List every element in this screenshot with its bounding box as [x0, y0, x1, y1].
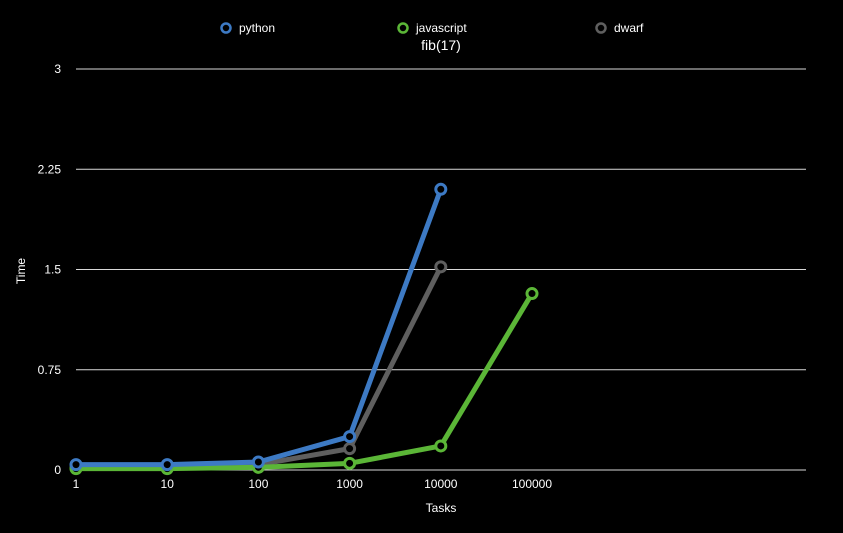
- series-line-dwarf: [73, 264, 444, 470]
- data-point-dwarf[interactable]: [343, 442, 357, 456]
- chart-title: fib(17): [421, 37, 461, 53]
- x-tick-label: 10000: [424, 477, 458, 491]
- x-axis-label: Tasks: [426, 501, 457, 515]
- y-tick-label: 1.5: [44, 263, 61, 277]
- legend-marker-python: [220, 22, 232, 34]
- legend[interactable]: python javascript dwarf: [220, 21, 645, 35]
- x-axis-ticks: 1 10 100 1000 10000 100000: [73, 477, 553, 491]
- legend-label-python: python: [239, 21, 275, 35]
- legend-label-dwarf: dwarf: [614, 21, 644, 35]
- x-tick-label: 1: [73, 477, 80, 491]
- data-point-python[interactable]: [69, 458, 83, 472]
- data-point-python[interactable]: [343, 430, 357, 444]
- y-axis-label: Time: [14, 258, 28, 285]
- data-point-dwarf[interactable]: [434, 260, 448, 274]
- data-point-python[interactable]: [160, 458, 174, 472]
- y-tick-label: 0.75: [38, 363, 62, 377]
- x-tick-label: 1000: [336, 477, 363, 491]
- data-point-python[interactable]: [434, 182, 448, 196]
- y-tick-label: 0: [54, 463, 61, 477]
- legend-label-javascript: javascript: [415, 21, 467, 35]
- legend-item-python[interactable]: python: [220, 21, 276, 35]
- x-tick-label: 100000: [512, 477, 552, 491]
- legend-item-javascript[interactable]: javascript: [397, 21, 468, 35]
- data-point-javascript[interactable]: [343, 456, 357, 470]
- series-javascript[interactable]: [69, 287, 539, 476]
- data-point-javascript[interactable]: [434, 439, 448, 453]
- series-layer: [69, 182, 539, 476]
- x-tick-label: 100: [248, 477, 268, 491]
- series-python[interactable]: [69, 182, 448, 472]
- legend-item-dwarf[interactable]: dwarf: [595, 21, 645, 35]
- series-dwarf[interactable]: [69, 260, 448, 474]
- legend-marker-javascript: [397, 22, 409, 34]
- x-tick-label: 10: [161, 477, 175, 491]
- series-line-javascript: [73, 291, 535, 472]
- series-line-python: [73, 186, 444, 468]
- y-axis-ticks: 0 0.75 1.5 2.25 3: [38, 62, 62, 477]
- legend-marker-dwarf: [595, 22, 607, 34]
- y-tick-label: 2.25: [38, 162, 62, 176]
- data-point-python[interactable]: [251, 455, 265, 469]
- data-point-javascript[interactable]: [525, 287, 539, 301]
- y-tick-label: 3: [54, 62, 61, 76]
